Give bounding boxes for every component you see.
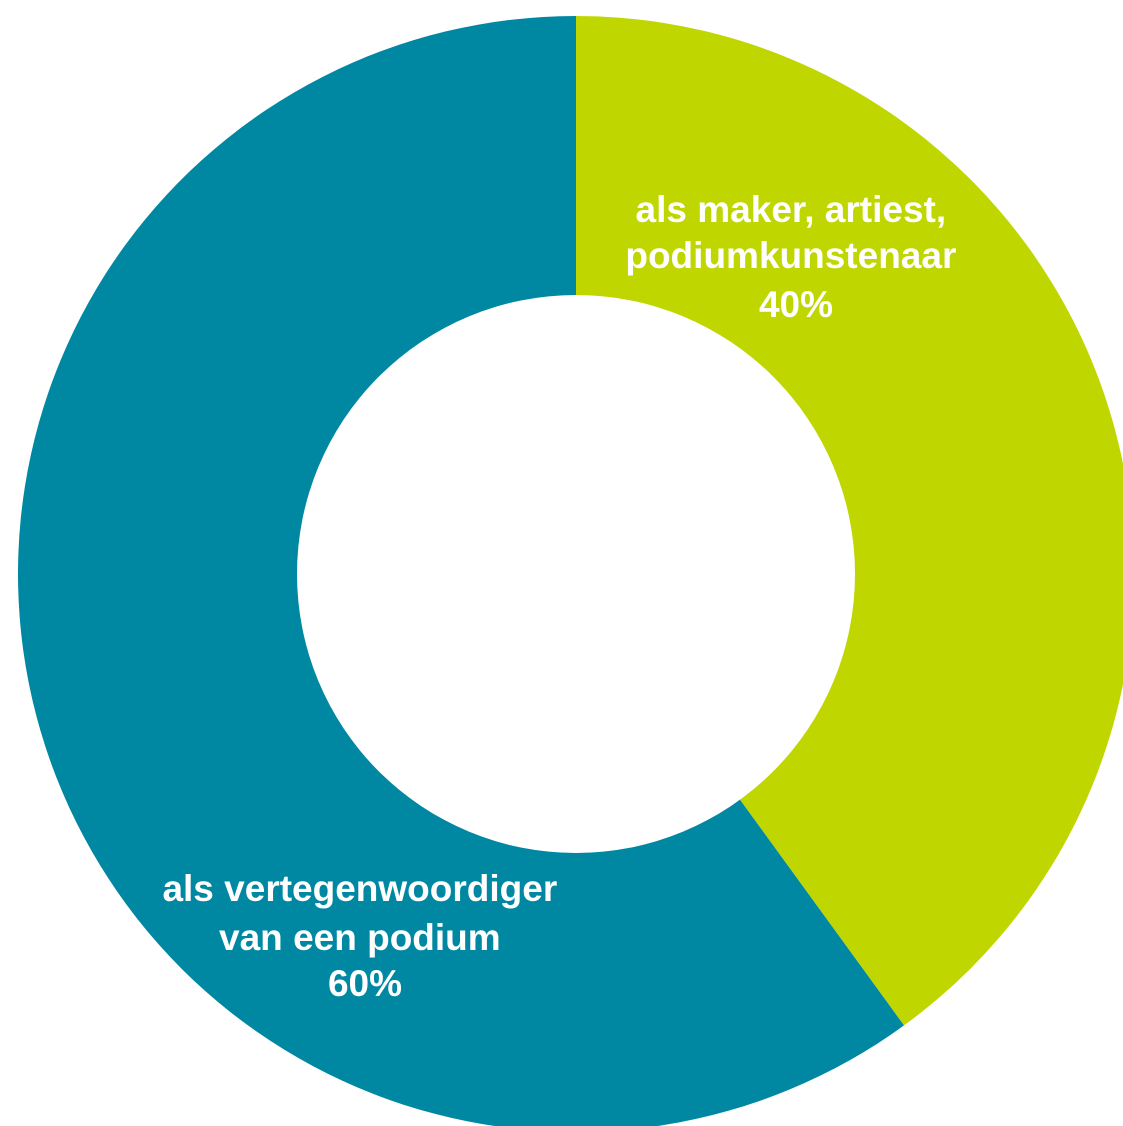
donut-hole	[297, 295, 855, 853]
slice-label-maker-value: 40%	[759, 284, 833, 325]
slice-label-podium-line1: als vertegenwoordiger	[162, 868, 557, 909]
slice-label-maker-line1: als maker, artiest,	[636, 189, 947, 230]
slice-label-podium: als vertegenwoordiger van een podium 60%	[162, 868, 567, 1004]
slice-label-podium-line2: van een podium	[219, 917, 501, 958]
slice-label-podium-value: 60%	[328, 963, 402, 1004]
slice-label-maker: als maker, artiest, podiumkunstenaar 40%	[625, 189, 966, 325]
slice-label-maker-line2: podiumkunstenaar	[625, 235, 956, 276]
